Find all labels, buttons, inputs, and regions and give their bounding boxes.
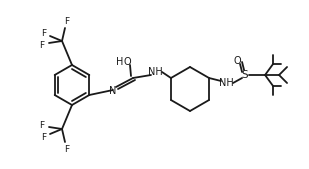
Text: NH: NH — [148, 67, 162, 77]
Text: O: O — [123, 57, 131, 67]
Text: NH: NH — [219, 78, 233, 88]
Text: F: F — [40, 120, 44, 129]
Text: N: N — [109, 86, 117, 96]
Text: F: F — [41, 132, 47, 141]
Text: O: O — [233, 56, 241, 66]
Text: F: F — [65, 144, 70, 153]
Text: S: S — [242, 70, 248, 80]
Text: F: F — [40, 41, 44, 50]
Text: F: F — [41, 29, 47, 38]
Text: H: H — [116, 57, 124, 67]
Text: F: F — [65, 17, 70, 26]
